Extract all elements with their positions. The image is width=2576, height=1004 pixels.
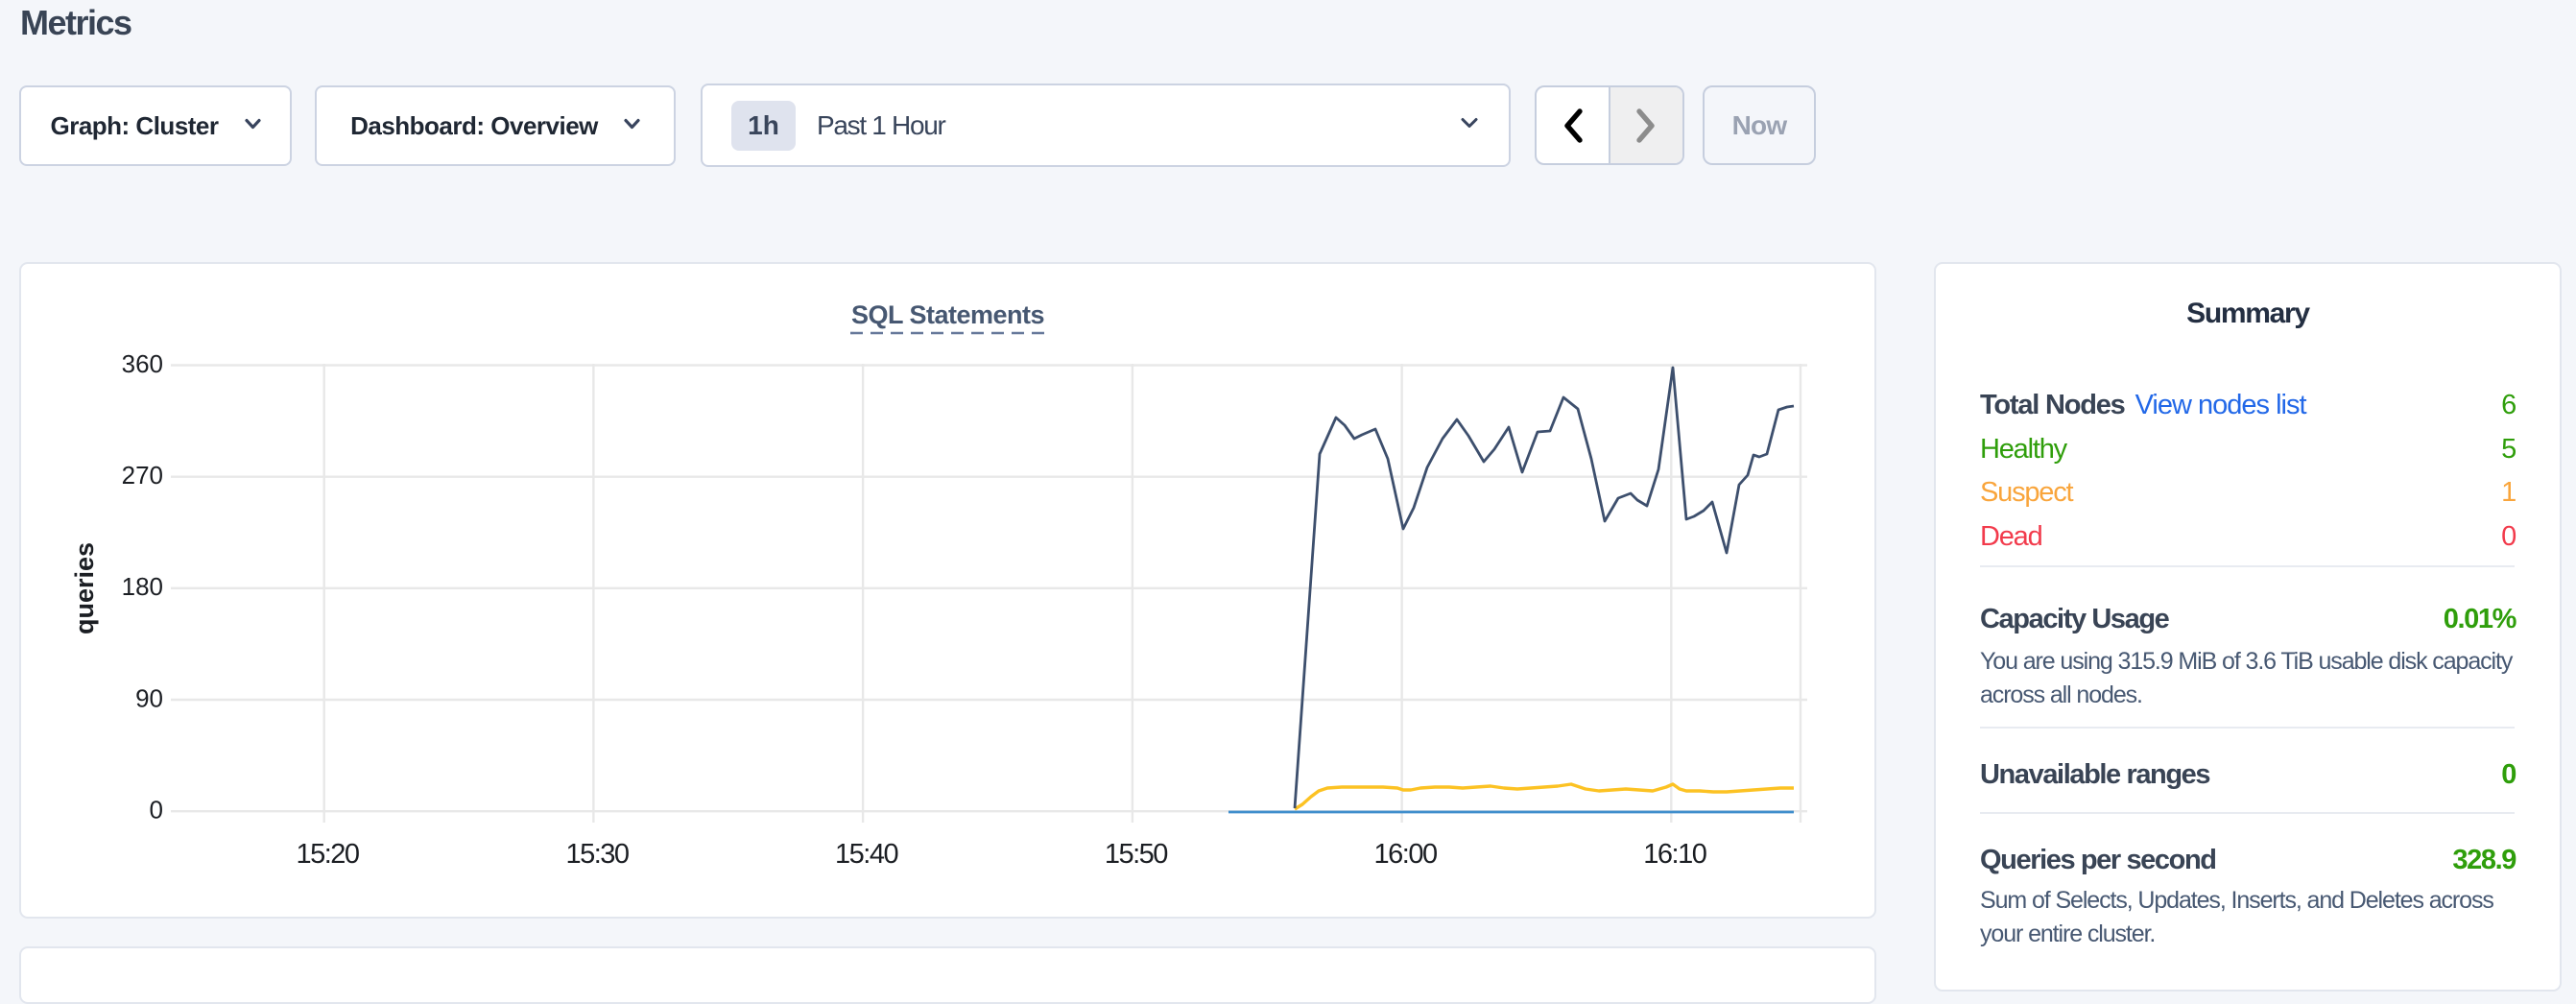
svg-text:0: 0 bbox=[150, 796, 163, 825]
svg-text:90: 90 bbox=[135, 683, 163, 712]
svg-text:16:10: 16:10 bbox=[1643, 839, 1705, 870]
svg-text:15:20: 15:20 bbox=[296, 839, 358, 870]
svg-text:360: 360 bbox=[122, 349, 163, 378]
svg-text:queries: queries bbox=[70, 542, 99, 634]
svg-text:15:30: 15:30 bbox=[565, 839, 628, 870]
svg-text:15:40: 15:40 bbox=[835, 839, 897, 870]
svg-text:16:00: 16:00 bbox=[1374, 839, 1437, 870]
svg-text:15:50: 15:50 bbox=[1105, 839, 1167, 870]
svg-text:180: 180 bbox=[122, 572, 163, 601]
svg-text:270: 270 bbox=[122, 461, 163, 490]
